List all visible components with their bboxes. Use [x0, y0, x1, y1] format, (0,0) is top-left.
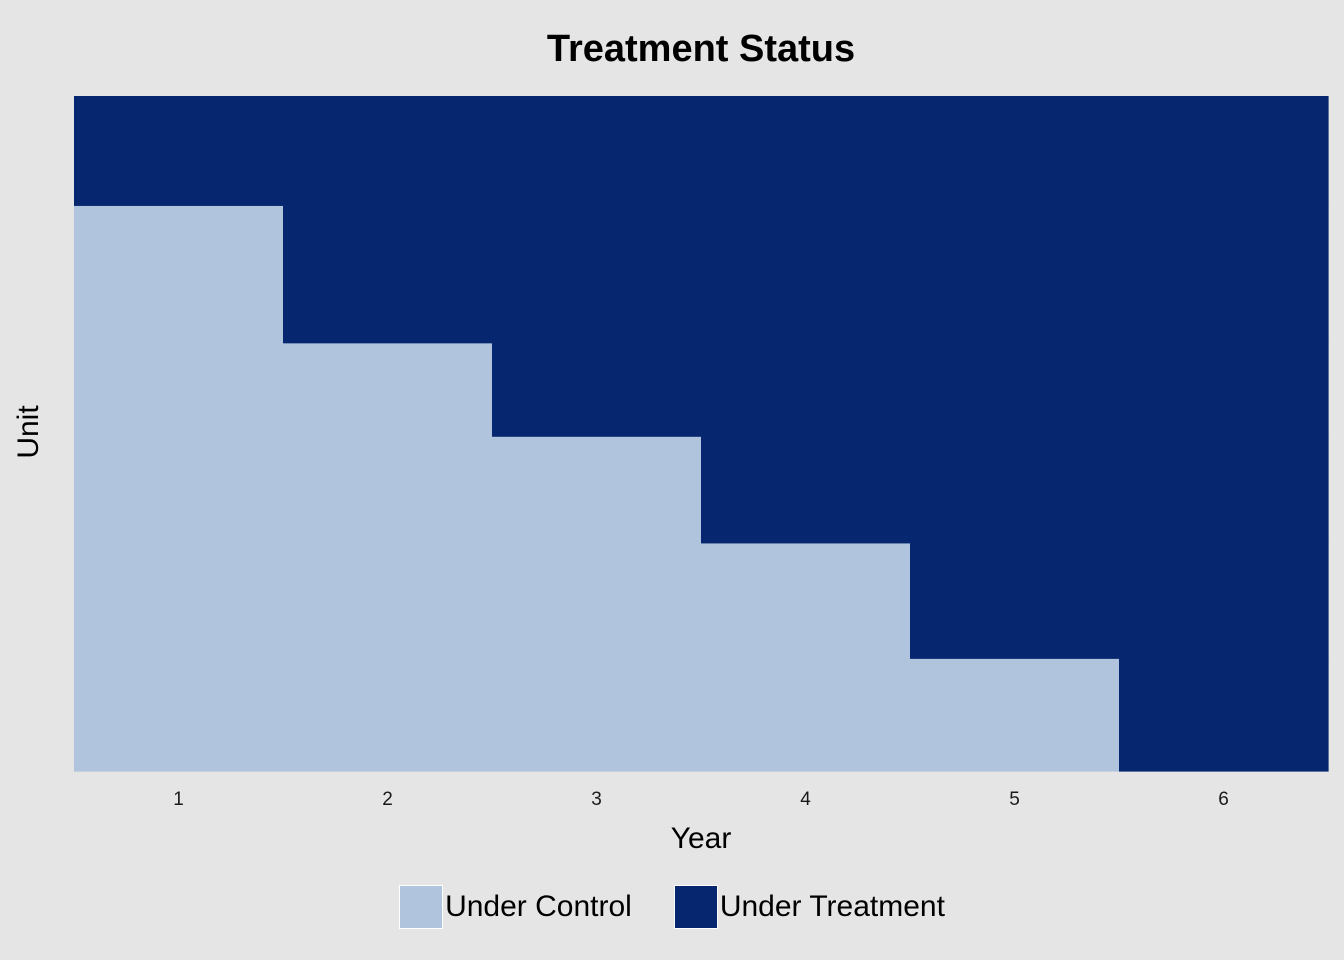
heatmap-cell: [283, 96, 493, 207]
heatmap-cell: [283, 436, 493, 545]
heatmap-cell: [910, 658, 1120, 772]
heatmap-cell: [1119, 96, 1329, 207]
heatmap-cell: [283, 343, 493, 438]
heatmap-cell: [74, 96, 284, 207]
heatmap-cell: [701, 96, 911, 207]
legend-key-control: [399, 885, 444, 929]
heatmap-cell: [74, 436, 284, 545]
heatmap-cell: [701, 543, 911, 660]
heatmap-cell: [492, 205, 702, 344]
heatmap-cell: [492, 343, 702, 438]
heatmap-cell: [492, 658, 702, 772]
heatmap-cell: [283, 205, 493, 344]
heatmap-cell: [492, 543, 702, 660]
x-tick-label: 5: [1009, 789, 1020, 810]
heatmap-cell: [492, 96, 702, 207]
heatmap-cell: [1119, 543, 1329, 660]
heatmap-cell: [1119, 205, 1329, 344]
y-axis-title: Unit: [12, 405, 45, 459]
heatmap-cell: [74, 543, 284, 660]
legend-item-control: Under Control: [399, 885, 632, 929]
heatmap-cell: [701, 436, 911, 545]
legend-item-treatment: Under Treatment: [673, 885, 945, 929]
heatmap-cell: [74, 658, 284, 772]
legend-label-control: Under Control: [445, 890, 632, 923]
x-tick-label: 2: [382, 789, 393, 810]
heatmap-cell: [701, 205, 911, 344]
heatmap-cell: [1119, 658, 1329, 772]
heatmap-cell: [701, 343, 911, 438]
heatmap-cell: [283, 658, 493, 772]
heatmap-cell: [910, 436, 1120, 545]
legend-key-treatment: [673, 885, 718, 929]
heatmap-cell: [283, 543, 493, 660]
heatmap-cell: [910, 543, 1120, 660]
heatmap-cell: [910, 343, 1120, 438]
x-tick-label: 4: [800, 789, 811, 810]
heatmap-cell: [492, 436, 702, 545]
heatmap-cell: [1119, 436, 1329, 545]
heatmap-cell: [74, 205, 284, 344]
x-tick-label: 6: [1218, 789, 1229, 810]
heatmap-cell: [910, 205, 1120, 344]
legend: Under Control Under Treatment: [0, 885, 1344, 929]
x-axis-title: Year: [670, 822, 732, 855]
x-tick-label: 1: [173, 789, 184, 810]
legend-label-treatment: Under Treatment: [719, 890, 945, 923]
chart-title: Treatment Status: [546, 28, 856, 70]
heatmap-cell: [910, 96, 1120, 207]
heatmap-cell: [701, 658, 911, 772]
heatmap-cell: [1119, 343, 1329, 438]
heatmap-cell: [74, 343, 284, 438]
x-tick-label: 3: [591, 789, 602, 810]
